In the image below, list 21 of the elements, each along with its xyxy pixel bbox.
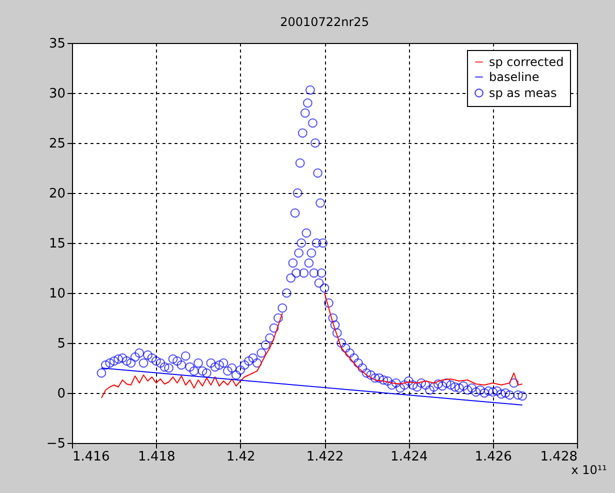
- text: x 10¹¹: [571, 463, 608, 477]
- x-tick-label: 1.428: [540, 450, 578, 464]
- x-tick-label: 1.42: [226, 450, 256, 464]
- y-tick-label: 5: [57, 336, 66, 352]
- y-tick-label: 15: [48, 236, 66, 252]
- chart-title: 20010722nr25: [280, 15, 369, 29]
- y-tick-label: 20: [48, 186, 66, 202]
- x-tick-label: 1.416: [72, 450, 110, 464]
- x-tick-label: 1.418: [138, 450, 176, 464]
- x-tick-label: 1.424: [390, 450, 428, 464]
- y-tick-label: 25: [48, 136, 66, 152]
- legend-label: sp as meas: [489, 86, 557, 100]
- legend-label: sp corrected: [489, 55, 564, 69]
- x-tick-label: 1.426: [474, 450, 512, 464]
- y-tick-label: 30: [48, 86, 66, 102]
- y-tick-label: 35: [48, 36, 66, 52]
- legend-label: baseline: [489, 70, 540, 84]
- y-tick-label: 10: [48, 286, 66, 302]
- y-tick-label: 0: [57, 386, 66, 402]
- y-tick-label: −5: [46, 436, 66, 452]
- x-tick-label: 1.422: [306, 450, 344, 464]
